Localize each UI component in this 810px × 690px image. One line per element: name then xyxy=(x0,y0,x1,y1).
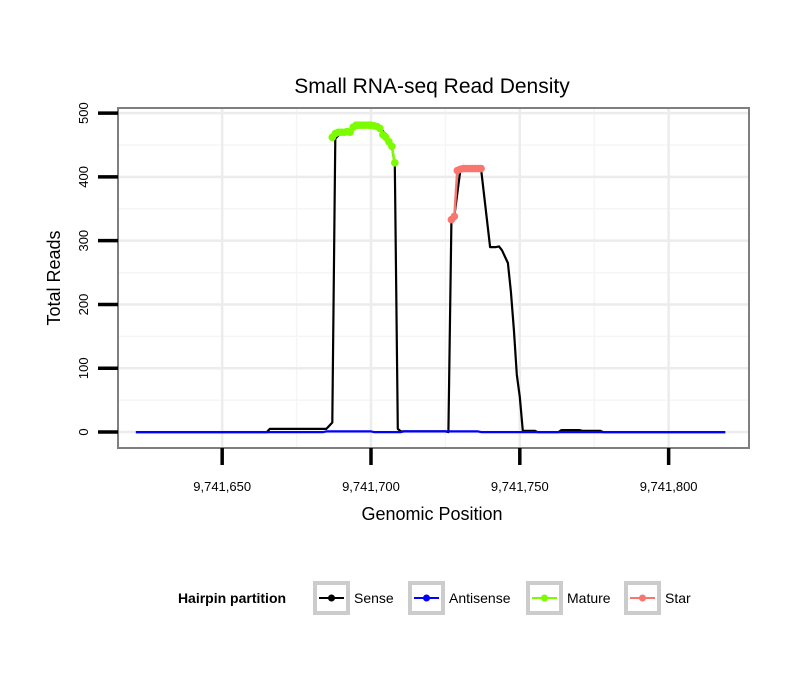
plot-border xyxy=(117,107,750,449)
antisense-series-line xyxy=(135,430,726,434)
y-tick-label: 100 xyxy=(76,357,91,379)
legend-label: Mature xyxy=(567,590,611,606)
y-tick-label: 0 xyxy=(76,428,91,435)
star-segment xyxy=(453,170,459,217)
legend-item-star: Star xyxy=(624,581,691,615)
x-tick-label: 9,741,700 xyxy=(342,479,400,494)
legend-item-antisense: Antisense xyxy=(408,581,511,615)
chart-title: Small RNA-seq Read Density xyxy=(294,75,570,98)
y-axis-label: Total Reads xyxy=(44,230,64,325)
legend-label: Antisense xyxy=(449,590,511,606)
mature-point xyxy=(391,159,399,167)
x-tick-label: 9,741,800 xyxy=(640,479,698,494)
star-point xyxy=(450,212,459,221)
legend-title: Hairpin partition xyxy=(178,590,286,606)
plot-panel xyxy=(118,108,749,448)
mature-point xyxy=(376,124,384,133)
legend-key-point xyxy=(423,594,430,602)
legend-key-point xyxy=(541,594,548,602)
x-tick-label: 9,741,650 xyxy=(193,479,251,494)
series-points xyxy=(328,121,485,224)
legend-label: Star xyxy=(665,590,691,606)
y-tick-label: 200 xyxy=(76,294,91,316)
legend-label: Sense xyxy=(354,590,394,606)
x-axis-label: Genomic Position xyxy=(361,504,502,524)
legend-key-point xyxy=(328,594,335,602)
y-tick-label: 500 xyxy=(76,102,91,124)
legend-item-sense: Sense xyxy=(313,581,394,615)
star-point xyxy=(477,164,485,173)
legend: Hairpin partition Sense Antisense Mature St… xyxy=(178,581,691,615)
y-axis: 0 100 200 300 400 500 xyxy=(76,102,118,436)
gridlines xyxy=(118,108,749,448)
y-tick-label: 300 xyxy=(76,230,91,252)
x-axis: 9,741,650 9,741,700 9,741,750 9,741,800 xyxy=(193,448,698,494)
legend-item-mature: Mature xyxy=(526,581,611,615)
legend-key-point xyxy=(639,594,646,602)
mature-point xyxy=(388,142,396,151)
x-tick-label: 9,741,750 xyxy=(491,479,549,494)
y-tick-label: 400 xyxy=(76,166,91,188)
